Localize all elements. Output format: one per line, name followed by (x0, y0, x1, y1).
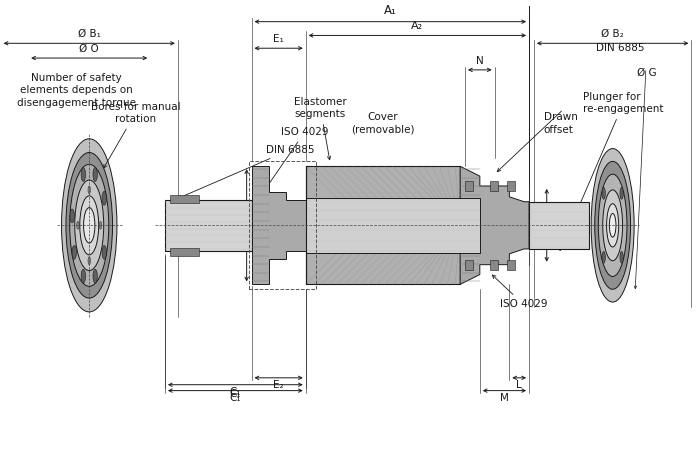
Text: Ø P: Ø P (554, 217, 564, 234)
Text: Ø B₂: Ø B₂ (601, 29, 624, 39)
Text: C₁: C₁ (230, 393, 241, 403)
Ellipse shape (62, 139, 117, 312)
Ellipse shape (76, 222, 79, 229)
Text: Ø D₂: Ø D₂ (542, 214, 552, 236)
Bar (465, 181, 473, 191)
Bar (490, 260, 498, 270)
Ellipse shape (81, 168, 85, 181)
Text: Ø B₁: Ø B₁ (78, 29, 101, 39)
Text: ISO 4029: ISO 4029 (492, 275, 547, 309)
Text: Ø G: Ø G (637, 68, 657, 78)
Ellipse shape (598, 174, 627, 276)
Text: E₂: E₂ (273, 380, 284, 390)
Ellipse shape (620, 251, 623, 263)
Ellipse shape (88, 257, 90, 265)
Bar (306, 166, 460, 284)
Bar (306, 198, 480, 253)
Bar (165, 200, 251, 251)
Text: Elastomer
segments: Elastomer segments (294, 97, 346, 160)
Ellipse shape (602, 188, 606, 199)
Text: Ø F: Ø F (221, 217, 231, 233)
Bar (248, 161, 316, 289)
Text: K: K (324, 261, 331, 271)
Text: C₁: C₁ (230, 389, 241, 399)
Ellipse shape (88, 186, 90, 194)
Text: C₃: C₃ (411, 201, 424, 211)
Ellipse shape (603, 190, 622, 261)
Ellipse shape (83, 207, 95, 243)
Text: Plunger for
re-engagement: Plunger for re-engagement (560, 92, 664, 251)
Bar (508, 260, 515, 270)
Bar (170, 248, 199, 256)
Bar (465, 260, 473, 270)
Ellipse shape (609, 213, 616, 237)
Polygon shape (251, 166, 306, 284)
Text: Ø O: Ø O (79, 44, 99, 54)
Text: L: L (517, 380, 522, 390)
Text: Bores for manual
rotation: Bores for manual rotation (91, 102, 181, 168)
Bar (508, 181, 515, 191)
Ellipse shape (70, 209, 74, 223)
Text: A₂: A₂ (412, 20, 424, 30)
Text: F7: F7 (248, 211, 253, 220)
Text: Number of safety
elements depends on
disengagement torque: Number of safety elements depends on dis… (17, 73, 136, 108)
Text: E₁: E₁ (273, 34, 284, 44)
Ellipse shape (75, 180, 104, 270)
Ellipse shape (602, 251, 606, 263)
Ellipse shape (70, 164, 108, 286)
Text: Drawn
offset: Drawn offset (544, 112, 577, 135)
Text: Ø D₁: Ø D₁ (234, 214, 244, 236)
Text: C₂: C₂ (386, 225, 399, 235)
Bar (490, 181, 498, 191)
Ellipse shape (99, 222, 102, 229)
Ellipse shape (80, 196, 99, 255)
Ellipse shape (607, 204, 619, 247)
Ellipse shape (102, 191, 106, 205)
Text: DIN 6885: DIN 6885 (178, 145, 315, 198)
Ellipse shape (620, 188, 623, 199)
Text: N: N (476, 56, 484, 66)
Ellipse shape (81, 269, 85, 283)
Ellipse shape (592, 149, 634, 302)
Ellipse shape (66, 153, 113, 298)
Bar (170, 195, 199, 202)
Text: A₁: A₁ (384, 4, 397, 17)
Text: F7: F7 (554, 211, 559, 220)
Bar (529, 202, 589, 249)
Ellipse shape (595, 161, 631, 289)
Polygon shape (460, 166, 529, 284)
Text: Cover
(removable): Cover (removable) (351, 112, 414, 135)
Ellipse shape (72, 246, 76, 259)
Text: C₁: C₁ (230, 386, 241, 396)
Ellipse shape (93, 168, 97, 181)
Text: ISO 4029: ISO 4029 (265, 127, 328, 189)
Ellipse shape (93, 269, 97, 283)
Ellipse shape (102, 246, 106, 259)
Text: M: M (500, 393, 509, 403)
Text: DIN 6885: DIN 6885 (596, 43, 645, 53)
